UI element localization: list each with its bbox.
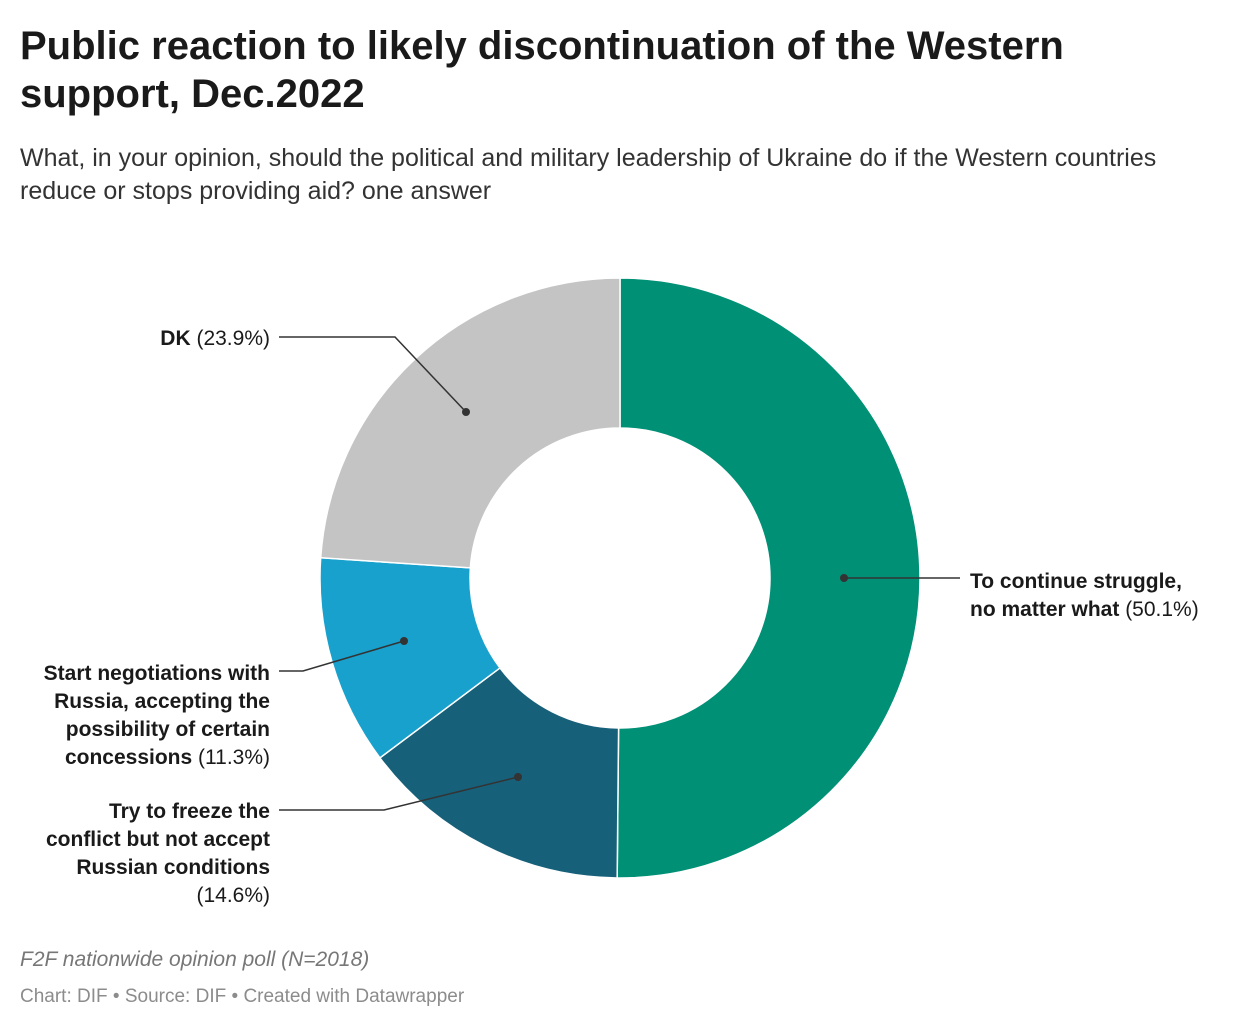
chart-title: Public reaction to likely discontinuatio… (20, 24, 1064, 116)
label-anchor-dot-3 (462, 408, 470, 416)
chart-subtitle: What, in your opinion, should the politi… (20, 144, 1157, 205)
label-anchor-dot-1 (514, 773, 522, 781)
chart-notes: F2F nationwide opinion poll (N=2018) (20, 948, 370, 971)
label-leader-line-3 (279, 336, 467, 413)
label-anchor-dot-0 (840, 574, 848, 582)
chart-source: Source: DIF (124, 986, 227, 1007)
slice-label-3: DK (23.9%) (160, 327, 270, 350)
donut-slice-1 (378, 666, 620, 879)
footer-separator: • (107, 986, 125, 1007)
chart-footer: Chart: DIF • Source: DIF • Created with … (20, 986, 464, 1008)
slice-label-1: Try to freeze the conflict but not accept… (46, 800, 270, 907)
donut-slice-3 (319, 277, 621, 569)
chart-credit: Chart: DIF (20, 986, 108, 1007)
slice-label-2: Start negotiations with Russia, accepting… (44, 662, 270, 769)
created-with: Created with Datawrapper (243, 986, 465, 1007)
slice-label-0: To continue struggle, no matter what (50.… (970, 570, 1199, 621)
label-leader-line-2 (279, 640, 405, 672)
label-leader-line-1 (279, 776, 519, 811)
footer-separator: • (226, 986, 244, 1007)
label-anchor-dot-2 (400, 637, 408, 645)
donut-slice-0 (616, 277, 921, 879)
